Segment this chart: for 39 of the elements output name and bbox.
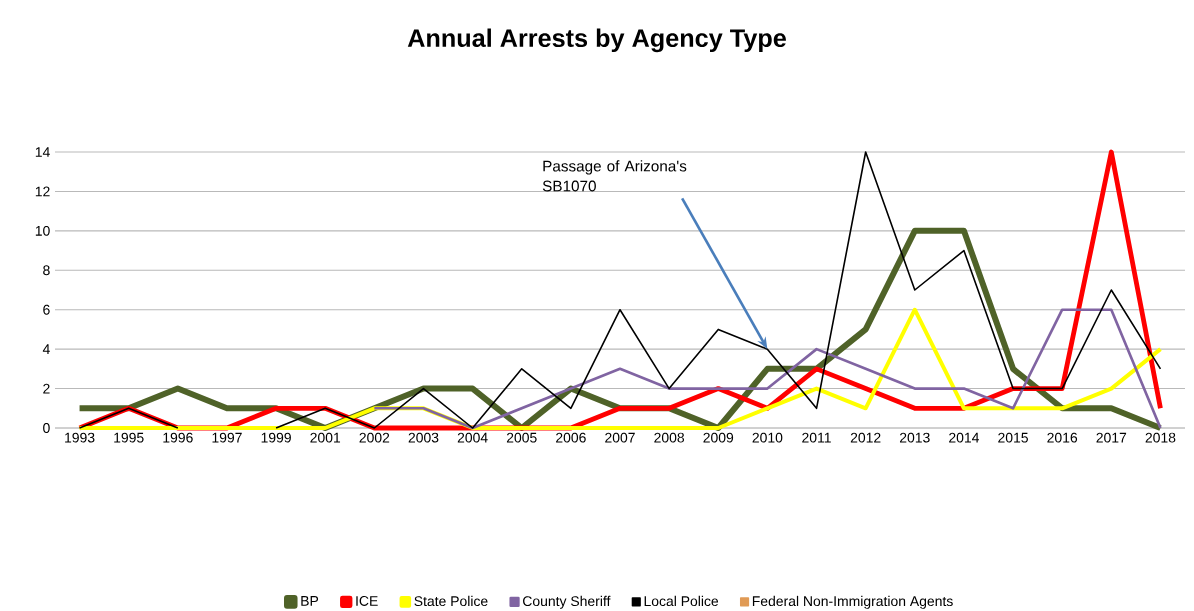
y-tick-label: 12 <box>35 186 50 197</box>
x-tick-label: 2003 <box>408 432 439 443</box>
legend-label: Local Police <box>644 595 719 607</box>
x-tick-label: 1999 <box>261 432 291 443</box>
y-tick-label: 0 <box>43 423 50 433</box>
annotation: Passage of Arizona's SB1070 <box>542 160 687 192</box>
y-tick-label: 2 <box>43 383 50 394</box>
x-tick-label: 1996 <box>163 432 193 443</box>
x-tick-label: 2005 <box>506 432 537 443</box>
x-tick-label: 1995 <box>114 432 144 443</box>
legend-label: BP <box>301 596 319 606</box>
x-tick-label: 2004 <box>457 432 488 443</box>
x-tick-label: 2017 <box>1096 432 1127 443</box>
legend-label: County Sheriff <box>523 595 611 609</box>
x-tick-label: 2006 <box>556 432 586 443</box>
legend-label: State Police <box>414 595 488 607</box>
chart-title: Annual Arrests by Agency Type <box>407 28 786 53</box>
y-tick-label: 4 <box>42 344 50 354</box>
x-tick-label: 2008 <box>654 432 685 443</box>
x-tick-label: 1993 <box>65 432 95 443</box>
y-tick-label: 6 <box>43 304 50 315</box>
y-tick-label: 8 <box>43 265 50 276</box>
x-tick-label: 2016 <box>1047 432 1078 443</box>
x-tick-label: 2012 <box>850 432 881 443</box>
x-tick-label: 2002 <box>359 432 390 443</box>
x-tick-label: 2018 <box>1145 432 1176 443</box>
y-tick-label: 14 <box>35 147 50 157</box>
x-tick-label: 2011 <box>802 432 831 443</box>
x-tick-label: 2009 <box>703 432 734 443</box>
x-tick-label: 2007 <box>605 432 635 443</box>
y-tick-label: 10 <box>35 225 50 236</box>
x-tick-label: 2001 <box>310 432 341 443</box>
x-tick-label: 2013 <box>899 432 930 443</box>
legend-label: ICE <box>356 596 378 606</box>
x-tick-label: 1997 <box>212 432 242 443</box>
x-tick-label: 2015 <box>998 432 1028 443</box>
legend-label: Federal Non-Immigration Agents <box>752 595 953 609</box>
x-tick-label: 2014 <box>949 432 980 443</box>
x-tick-label: 2010 <box>752 432 783 443</box>
